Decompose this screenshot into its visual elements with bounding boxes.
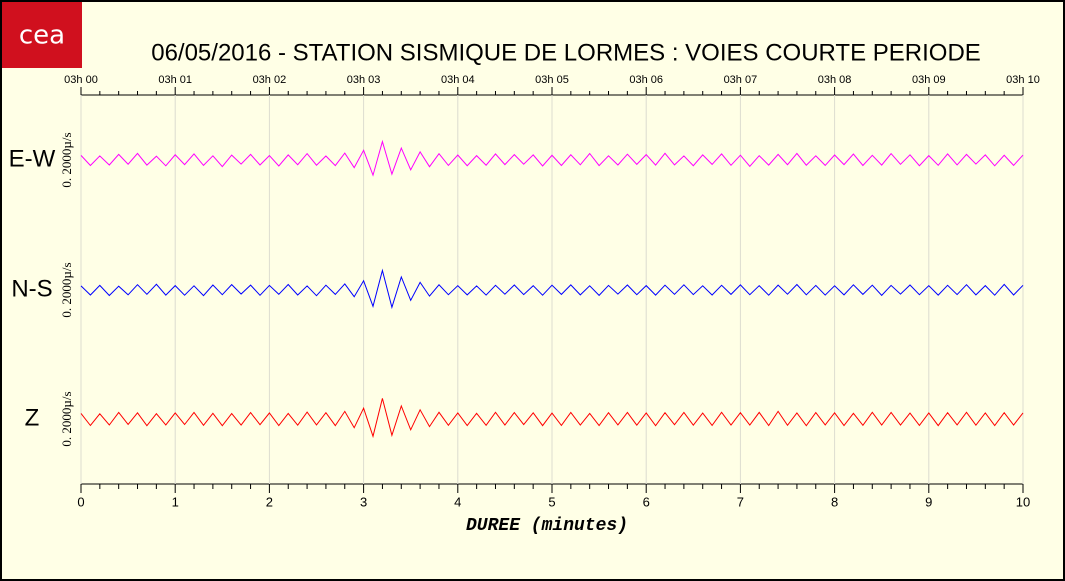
trace — [80, 268, 1024, 310]
top-tick-label: 03h 00 — [64, 74, 98, 86]
top-tick-label: 03h 06 — [629, 74, 663, 86]
top-tick-label: 03h 08 — [818, 74, 852, 86]
top-tick-label: 03h 01 — [158, 74, 192, 86]
x-tick-label: 9 — [925, 494, 932, 509]
top-tick-label: 03h 07 — [724, 74, 758, 86]
series-label: E-W — [9, 145, 56, 172]
chart-title: 06/05/2016 - STATION SISMIQUE DE LORMES … — [151, 39, 981, 66]
scale-label: 0. 2000µ/s — [59, 132, 74, 187]
x-tick-label: 0 — [77, 494, 84, 509]
top-tick-label: 03h 04 — [441, 74, 475, 86]
top-tick-label: 03h 05 — [535, 74, 569, 86]
x-tick-label: 2 — [266, 494, 273, 509]
scale-label: 0. 2000µ/s — [59, 262, 74, 317]
x-tick-label: 6 — [643, 494, 650, 509]
x-tick-label: 5 — [548, 494, 555, 509]
scale-label: 0. 2000µ/s — [59, 391, 74, 446]
x-tick-label: 7 — [737, 494, 744, 509]
x-tick-label: 1 — [172, 494, 179, 509]
logo: cea — [19, 21, 65, 51]
top-tick-label: 03h 03 — [347, 74, 381, 86]
top-tick-label: 03h 09 — [912, 74, 946, 86]
series-label: Z — [25, 404, 40, 431]
top-tick-label: 03h 02 — [253, 74, 287, 86]
x-axis-title: DUREE (minutes) — [466, 516, 628, 536]
x-tick-label: 3 — [360, 494, 367, 509]
trace — [80, 398, 1024, 439]
trace — [80, 139, 1024, 177]
x-tick-label: 8 — [831, 494, 838, 509]
series-label: N-S — [11, 275, 52, 302]
top-tick-label: 03h 10 — [1006, 74, 1040, 86]
x-tick-label: 4 — [454, 494, 461, 509]
logo-box — [2, 2, 82, 68]
x-tick-label: 10 — [1016, 494, 1030, 509]
